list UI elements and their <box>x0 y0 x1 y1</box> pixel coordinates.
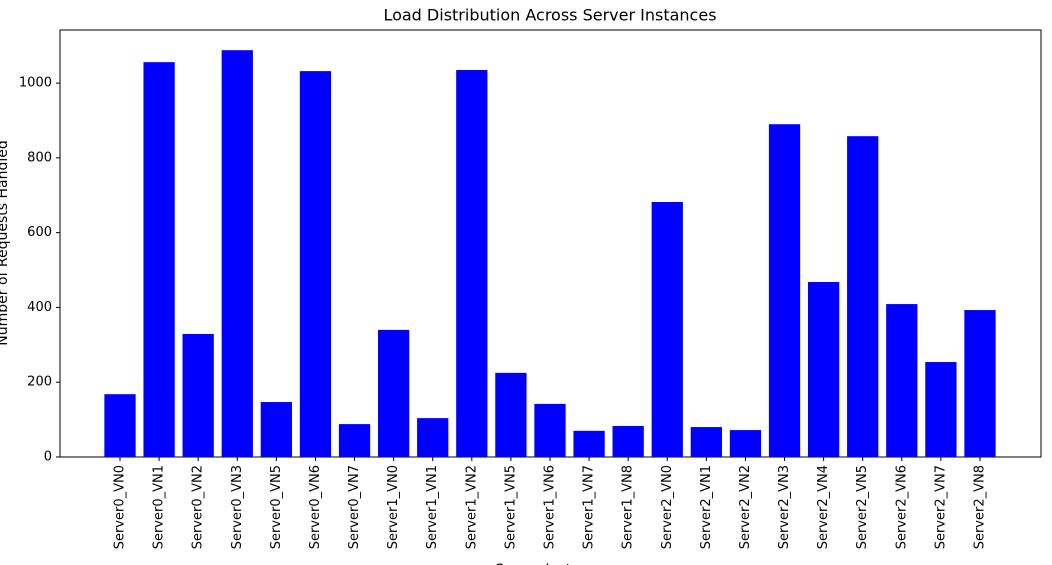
bar <box>807 282 840 457</box>
x-tick-label: Server2_VN7 <box>933 465 948 549</box>
bar <box>221 50 253 458</box>
x-axis-label: Server Instance <box>495 562 605 565</box>
bar <box>925 362 957 457</box>
x-tick-label: Server0_VN6 <box>308 465 323 549</box>
bar <box>377 329 410 457</box>
x-tick-label: Server1_VN1 <box>425 465 440 549</box>
y-tick-label: 0 <box>44 450 52 465</box>
bar <box>651 201 683 457</box>
bar <box>768 124 801 457</box>
x-tick-label: Server1_VN2 <box>464 465 479 549</box>
y-tick-label: 400 <box>27 300 52 315</box>
x-tick-label: Server2_VN3 <box>777 465 792 549</box>
bar <box>182 333 214 457</box>
x-tick-label: Server1_VN7 <box>582 465 597 549</box>
x-tick-label: Server2_VN8 <box>972 465 987 549</box>
y-tick-label: 1000 <box>19 76 52 91</box>
y-tick-label: 600 <box>27 225 52 240</box>
bar <box>143 62 175 457</box>
bar <box>847 136 879 457</box>
x-tick-label: Server0_VN2 <box>191 465 206 549</box>
y-tick-label: 800 <box>27 150 52 165</box>
bar <box>260 402 292 457</box>
bar <box>104 394 136 457</box>
x-tick-label: Server2_VN1 <box>699 465 714 549</box>
bar <box>456 70 488 458</box>
x-tick-label: Server2_VN4 <box>816 465 831 549</box>
x-tick-label: Server1_VN5 <box>503 465 518 549</box>
x-tick-label: Server2_VN0 <box>660 465 675 549</box>
bar <box>417 418 449 457</box>
x-tick-label: Server1_VN8 <box>621 465 636 549</box>
bar <box>729 430 762 457</box>
x-tick-label: Server2_VN2 <box>738 465 753 549</box>
bar <box>690 427 722 457</box>
bar <box>338 424 371 457</box>
y-tick-label: 200 <box>27 375 52 390</box>
bar <box>495 372 527 457</box>
bar <box>573 430 605 457</box>
x-tick-label: Server0_VN1 <box>152 465 167 549</box>
x-tick-label: Server0_VN5 <box>269 465 284 549</box>
bar <box>299 71 332 457</box>
x-tick-label: Server0_VN3 <box>230 465 245 549</box>
bar <box>534 403 566 457</box>
bar <box>964 310 996 457</box>
x-tick-label: Server2_VN6 <box>894 465 909 549</box>
bar <box>886 304 918 457</box>
chart-title: Load Distribution Across Server Instance… <box>383 6 716 25</box>
x-tick-label: Server0_VN7 <box>347 465 362 549</box>
bar <box>612 425 644 457</box>
x-tick-label: Server2_VN5 <box>855 465 870 549</box>
y-axis-label: Number of Requests Handled <box>0 140 11 346</box>
x-tick-label: Server1_VN0 <box>386 465 401 549</box>
x-tick-label: Server1_VN6 <box>542 465 557 549</box>
x-tick-label: Server0_VN0 <box>113 465 128 549</box>
